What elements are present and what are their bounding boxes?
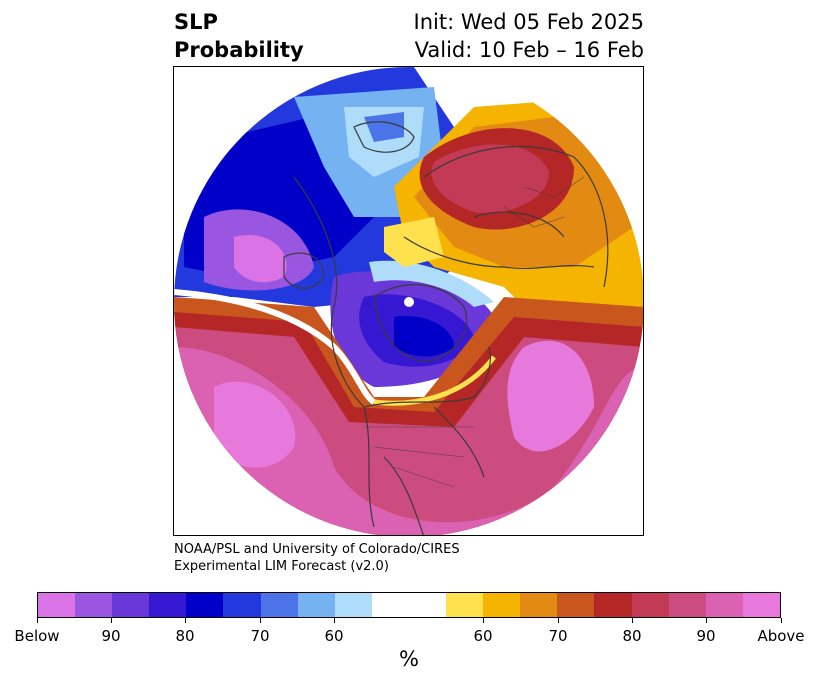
colorbar-swatch (446, 593, 484, 617)
forecast-dates: Init: Wed 05 Feb 2025 Valid: 10 Feb – 16… (414, 8, 644, 64)
colorbar-tick (37, 618, 38, 623)
colorbar-unit: % (399, 647, 419, 671)
title-line-2: Probability (174, 38, 304, 62)
colorbar-swatch (297, 593, 335, 617)
colorbar-swatch (112, 593, 150, 617)
colorbar-tick (260, 618, 261, 623)
colorbar-tick-label: Above (757, 627, 805, 645)
credit-text: NOAA/PSL and University of Colorado/CIRE… (174, 541, 460, 575)
colorbar-tick-label: 90 (696, 627, 716, 645)
colorbar-tick (781, 618, 782, 623)
colorbar-tick (558, 618, 559, 623)
colorbar-tick-label: 70 (250, 627, 270, 645)
colorbar-swatch (38, 593, 76, 617)
colorbar-swatch (371, 593, 409, 617)
credit-line-2: Experimental LIM Forecast (v2.0) (174, 559, 389, 574)
colorbar-tick (185, 618, 186, 623)
colorbar-swatch (186, 593, 224, 617)
colorbar-swatch (742, 593, 780, 617)
colorbar-swatch (149, 593, 187, 617)
colorbar-swatch (705, 593, 743, 617)
colorbar-tick (334, 618, 335, 623)
coastlines (283, 121, 609, 535)
colorbar-swatch (483, 593, 521, 617)
colorbar-tick (111, 618, 112, 623)
init-date: Init: Wed 05 Feb 2025 (413, 10, 644, 34)
colorbar (37, 592, 781, 618)
colorbar-tick-label: 60 (473, 627, 493, 645)
colorbar-tick (632, 618, 633, 623)
colorbar-swatch (668, 593, 706, 617)
map-title: SLP Probability (174, 8, 304, 64)
colorbar-swatch (223, 593, 261, 617)
credit-line-1: NOAA/PSL and University of Colorado/CIRE… (174, 542, 460, 557)
colorbar-tick-label: 90 (101, 627, 121, 645)
title-line-1: SLP (174, 10, 218, 34)
colorbar-swatch (520, 593, 558, 617)
valid-dates: Valid: 10 Feb – 16 Feb (414, 38, 644, 62)
colorbar-swatch (334, 593, 372, 617)
colorbar-tick-label: 60 (324, 627, 344, 645)
colorbar-swatch (408, 593, 447, 617)
colorbar-swatch (631, 593, 669, 617)
probability-map (174, 67, 643, 535)
colorbar-tick-label: 70 (548, 627, 568, 645)
colorbar-tick-label: 80 (622, 627, 642, 645)
map-panel (173, 66, 644, 536)
north-pole-marker (404, 297, 414, 307)
colorbar-swatch (594, 593, 632, 617)
colorbar-swatch (557, 593, 595, 617)
colorbar-swatch (260, 593, 298, 617)
colorbar-swatch (75, 593, 113, 617)
colorbar-tick (483, 618, 484, 623)
colorbar-tick (706, 618, 707, 623)
colorbar-tick-label: 80 (175, 627, 195, 645)
colorbar-tick-label: Below (14, 627, 60, 645)
